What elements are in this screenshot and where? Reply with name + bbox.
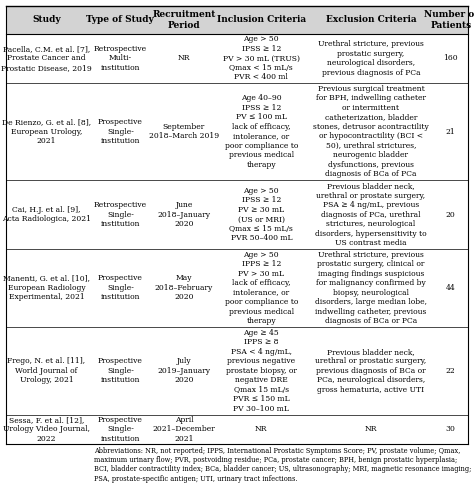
Text: Age > 50
IPSS ≥ 12
PV ≥ 30 mL
(US or MRI)
Qmax ≤ 15 mL/s
PVR 50–400 mL: Age > 50 IPSS ≥ 12 PV ≥ 30 mL (US or MRI… <box>229 187 293 242</box>
Text: Recruitment
Period: Recruitment Period <box>152 10 216 29</box>
Text: June
2018–January
2020: June 2018–January 2020 <box>157 201 210 228</box>
Text: Urethral stricture, previous
prostatic surgery,
neurological disorders,
previous: Urethral stricture, previous prostatic s… <box>318 40 424 76</box>
Text: April
2021–December
2021: April 2021–December 2021 <box>153 416 215 443</box>
Text: May
2018–February
2020: May 2018–February 2020 <box>155 274 213 301</box>
Text: Number of
Patients: Number of Patients <box>424 10 474 29</box>
Text: Frego, N. et al. [11],
World Journal of
Urology, 2021: Frego, N. et al. [11], World Journal of … <box>8 358 85 384</box>
Text: NR: NR <box>365 426 377 434</box>
Text: Pacella, C.M. et al. [7],
Prostate Cancer and
Prostatic Disease, 2019: Pacella, C.M. et al. [7], Prostate Cance… <box>1 45 92 72</box>
Text: De Rienzo, G. et al. [8],
European Urology,
2021: De Rienzo, G. et al. [8], European Urolo… <box>2 118 91 145</box>
Text: Age ≥ 45
IPPS ≥ 8
PSA < 4 ng/mL,
previous negative
prostate biopsy, or
negative : Age ≥ 45 IPPS ≥ 8 PSA < 4 ng/mL, previou… <box>226 329 297 413</box>
Text: 21: 21 <box>446 128 456 136</box>
Text: Prospective
Single-
institution: Prospective Single- institution <box>98 358 143 384</box>
Text: Cai, H.J. et al. [9],
Acta Radiologica, 2021: Cai, H.J. et al. [9], Acta Radiologica, … <box>2 206 91 224</box>
Text: July
2019–January
2020: July 2019–January 2020 <box>157 358 210 384</box>
Text: Inclusion Criteria: Inclusion Criteria <box>217 16 306 24</box>
Text: Manenti, G. et al. [10],
European Radiology
Experimental, 2021: Manenti, G. et al. [10], European Radiol… <box>3 274 90 301</box>
Text: 30: 30 <box>446 426 456 434</box>
Text: Age > 50
IPPS ≥ 12
PV > 30 mL
lack of efficacy,
intolerance, or
poor compliance : Age > 50 IPPS ≥ 12 PV > 30 mL lack of ef… <box>225 250 298 325</box>
Text: Retrospective
Multi-
institution: Retrospective Multi- institution <box>94 45 147 72</box>
Text: Previous bladder neck,
urethral or prostate surgery,
PSA ≥ 4 ng/mL, previous
dia: Previous bladder neck, urethral or prost… <box>315 182 427 247</box>
Text: Abbreviations: NR, not reported; IPPS, International Prostatic Symptoms Score; P: Abbreviations: NR, not reported; IPPS, I… <box>93 447 471 482</box>
Text: NR: NR <box>178 54 190 62</box>
Text: Age 40–90
IPSS ≥ 12
PV ≤ 100 mL
lack of efficacy,
intolerance, or
poor complianc: Age 40–90 IPSS ≥ 12 PV ≤ 100 mL lack of … <box>225 94 298 169</box>
Text: Exclusion Criteria: Exclusion Criteria <box>326 16 416 24</box>
Text: Prospective
Single-
institution: Prospective Single- institution <box>98 416 143 443</box>
Text: Prospective
Single-
institution: Prospective Single- institution <box>98 118 143 145</box>
Text: 44: 44 <box>446 284 456 292</box>
Text: September
2018–March 2019: September 2018–March 2019 <box>149 123 219 140</box>
Text: Prospective
Single-
institution: Prospective Single- institution <box>98 274 143 301</box>
Text: Previous surgical treatment
for BPH, indwelling catheter
or intermittent
cathete: Previous surgical treatment for BPH, ind… <box>313 85 429 178</box>
Text: Urethral stricture, previous
prostatic surgery, clinical or
imaging findings sus: Urethral stricture, previous prostatic s… <box>315 250 427 325</box>
Text: Study: Study <box>32 16 61 24</box>
Text: NR: NR <box>255 426 267 434</box>
Text: Sessa, F. et al. [12],
Urology Video Journal,
2022: Sessa, F. et al. [12], Urology Video Jou… <box>3 416 90 443</box>
Text: Previous bladder neck,
urethral or prostatic surgery,
previous diagnosis of BCa : Previous bladder neck, urethral or prost… <box>315 348 427 394</box>
Text: 22: 22 <box>446 367 456 375</box>
Text: 20: 20 <box>446 210 456 218</box>
Text: Retrospective
Single-
institution: Retrospective Single- institution <box>94 201 147 228</box>
Text: Type of Study: Type of Study <box>86 16 154 24</box>
Text: 160: 160 <box>443 54 458 62</box>
Bar <box>6 6 468 34</box>
Text: Age > 50
IPSS ≥ 12
PV > 30 mL (TRUS)
Qmax < 15 mL/s
PVR < 400 ml: Age > 50 IPSS ≥ 12 PV > 30 mL (TRUS) Qma… <box>223 36 300 82</box>
